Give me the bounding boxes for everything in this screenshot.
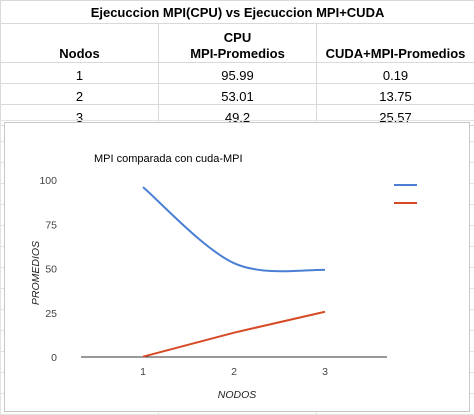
cell-mpi[interactable]: 53.01 xyxy=(158,83,317,105)
table-row: 2 53.01 13.75 xyxy=(0,83,474,105)
header-cuda[interactable]: CUDA+MPI-Promedios xyxy=(315,23,474,63)
chart-series xyxy=(142,186,326,358)
x-axis-label: NODOS xyxy=(218,389,257,401)
cell-nodos[interactable]: 2 xyxy=(0,83,159,105)
x-tick-label: 3 xyxy=(322,366,328,378)
y-tick-label: 0 xyxy=(51,352,57,364)
embedded-chart[interactable]: MPI comparada con cuda-MPI 0 25 50 75 100 1 2… xyxy=(4,122,470,412)
series-line-1[interactable] xyxy=(142,186,326,273)
x-axis-ticks: 1 2 3 xyxy=(140,366,328,378)
cell-mpi[interactable]: 95.99 xyxy=(158,62,317,84)
x-tick-label: 1 xyxy=(140,366,146,378)
table-row: 1 95.99 0.19 xyxy=(0,62,474,84)
x-tick-label: 2 xyxy=(231,366,237,378)
header-cpu-line2: MPI-Promedios xyxy=(190,46,285,61)
series-line-2[interactable] xyxy=(142,310,326,358)
cell-cuda[interactable]: 0.19 xyxy=(315,62,474,84)
y-tick-label: 100 xyxy=(39,175,57,187)
y-tick-label: 25 xyxy=(45,308,57,320)
cell-nodos[interactable]: 1 xyxy=(0,62,159,84)
y-tick-label: 50 xyxy=(45,264,57,276)
data-table: Ejecuccion MPI(CPU) vs Ejecuccion MPI+CU… xyxy=(0,0,474,126)
chart-legend xyxy=(394,184,417,204)
spreadsheet: Ejecuccion MPI(CPU) vs Ejecuccion MPI+CU… xyxy=(0,0,474,126)
y-axis-label: PROMEDIOS xyxy=(30,241,42,305)
header-cpu[interactable]: CPU MPI-Promedios xyxy=(158,23,317,63)
sheet-title[interactable]: Ejecuccion MPI(CPU) vs Ejecuccion MPI+CU… xyxy=(0,0,474,24)
header-cpu-line1: CPU xyxy=(223,30,252,45)
line-chart: MPI comparada con cuda-MPI 0 25 50 75 100 1 2… xyxy=(30,153,417,401)
y-axis-ticks: 0 25 50 75 100 xyxy=(39,175,57,364)
y-tick-label: 75 xyxy=(45,219,57,231)
header-nodos[interactable]: Nodos xyxy=(0,23,159,63)
chart-title: MPI comparada con cuda-MPI xyxy=(94,153,243,165)
cell-cuda[interactable]: 13.75 xyxy=(315,83,474,105)
